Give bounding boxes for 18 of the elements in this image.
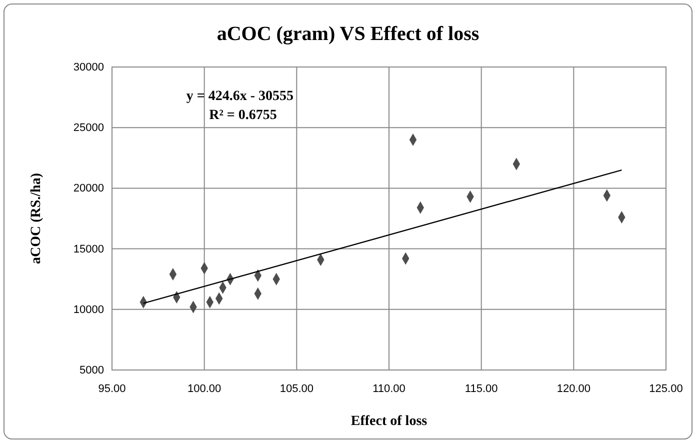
annotation: y = 424.6x - 30555 — [186, 89, 294, 104]
x-tick-label: 115.00 — [464, 382, 498, 395]
y-tick-label: 5000 — [80, 364, 104, 377]
x-tick-label: 110.00 — [372, 382, 406, 395]
x-tick-label: 105.00 — [280, 382, 314, 395]
y-axis-title: aCOC (RS./ha) — [29, 172, 44, 264]
y-tick-label: 30000 — [73, 62, 104, 74]
x-tick-label: 120.00 — [556, 382, 590, 395]
y-tick-label: 10000 — [73, 304, 104, 316]
x-tick-label: 100.00 — [188, 382, 222, 395]
annotation: R² = 0.6755 — [209, 108, 277, 123]
y-tick-label: 15000 — [73, 243, 104, 256]
x-tick-label: 125.00 — [649, 382, 683, 395]
y-tick-label: 20000 — [73, 182, 104, 195]
y-tick-label: 25000 — [73, 122, 104, 134]
x-tick-label: 95.00 — [98, 382, 126, 395]
chart-title: aCOC (gram) VS Effect of loss — [216, 23, 480, 45]
x-axis-title: Effect of loss — [350, 414, 428, 429]
